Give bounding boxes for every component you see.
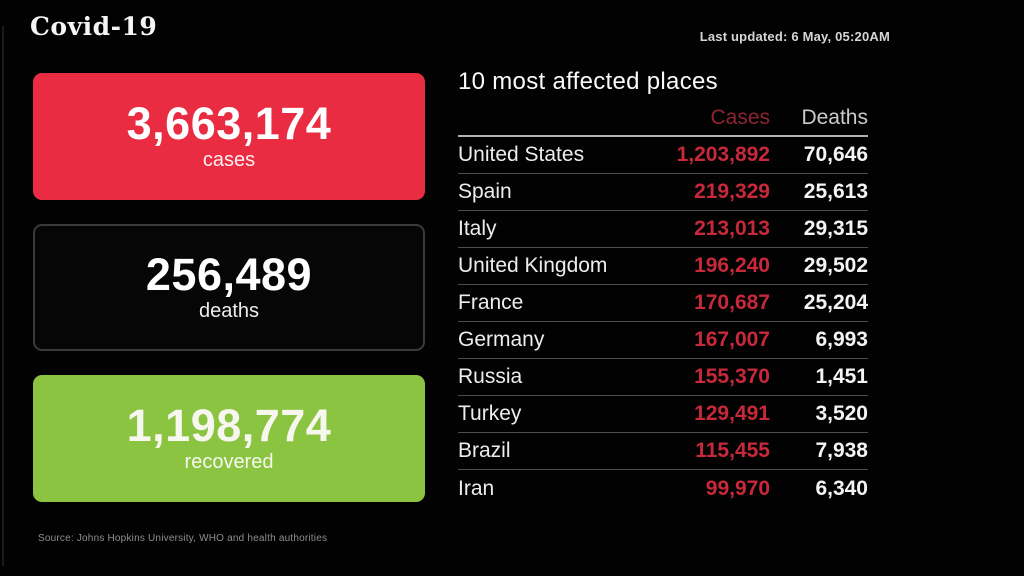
place-name: Iran <box>458 476 495 500</box>
deaths-value: 6,340 <box>815 476 868 500</box>
affected-table-body: United States 1,203,892 70,646 Spain 219… <box>458 137 868 507</box>
place-name: Russia <box>458 365 523 388</box>
table-row: United Kingdom 196,240 29,502 <box>458 248 868 285</box>
table-row: Spain 219,329 25,613 <box>458 174 868 211</box>
cases-summary-card: 3,663,174 cases <box>33 73 425 200</box>
place-name: Italy <box>458 217 497 240</box>
cases-value: 129,491 <box>694 402 770 425</box>
cases-value: 170,687 <box>694 291 770 314</box>
recovered-summary-card: 1,198,774 recovered <box>33 375 425 502</box>
deaths-value: 25,204 <box>803 291 868 314</box>
deaths-value: 29,502 <box>803 254 868 277</box>
table-row: Italy 213,013 29,315 <box>458 211 868 248</box>
deaths-value: 3,520 <box>815 402 868 425</box>
cases-value: 167,007 <box>694 328 770 351</box>
page-title: Covid-19 <box>30 12 158 41</box>
cases-value: 213,013 <box>694 217 770 240</box>
table-row: France 170,687 25,204 <box>458 285 868 322</box>
deaths-value: 7,938 <box>815 439 868 462</box>
column-header-deaths: Deaths <box>801 106 868 129</box>
place-name: United States <box>458 143 585 166</box>
deaths-value: 29,315 <box>803 217 868 240</box>
cases-total-label: cases <box>202 148 256 171</box>
table-header-row: Cases Deaths <box>458 106 868 137</box>
cases-value: 196,240 <box>694 254 770 277</box>
table-row: Turkey 129,491 3,520 <box>458 396 868 433</box>
cases-total-value: 3,663,174 <box>126 98 332 150</box>
place-name: Spain <box>458 180 512 203</box>
cases-value: 1,203,892 <box>676 143 770 166</box>
cases-value: 219,329 <box>694 180 770 203</box>
table-row: Russia 155,370 1,451 <box>458 359 868 396</box>
place-name: Turkey <box>458 402 522 425</box>
cases-value: 155,370 <box>694 365 770 388</box>
table-row: Iran 99,970 6,340 <box>458 470 868 507</box>
table-row: United States 1,203,892 70,646 <box>458 137 868 174</box>
deaths-total-value: 256,489 <box>145 249 313 301</box>
table-row: Brazil 115,455 7,938 <box>458 433 868 470</box>
deaths-value: 70,646 <box>803 143 868 166</box>
summary-cards: 3,663,174 cases 256,489 deaths 1,198,774… <box>33 73 425 526</box>
place-name: Germany <box>458 328 545 351</box>
affected-places-table: 10 most affected places Cases Deaths Uni… <box>458 68 868 507</box>
column-header-cases: Cases <box>710 106 770 129</box>
deaths-value: 1,451 <box>815 365 868 388</box>
place-name: France <box>458 291 524 314</box>
last-updated-timestamp: Last updated: 6 May, 05:20AM <box>699 29 890 44</box>
recovered-total-label: recovered <box>184 450 274 473</box>
deaths-value: 6,993 <box>815 328 868 351</box>
deaths-total-label: deaths <box>198 299 260 322</box>
source-attribution: Source: Johns Hopkins University, WHO an… <box>38 533 328 544</box>
cases-value: 115,455 <box>695 439 770 462</box>
deaths-value: 25,613 <box>803 180 868 203</box>
cases-value: 99,970 <box>705 476 770 500</box>
frame-edge-artifact <box>2 26 4 566</box>
table-row: Germany 167,007 6,993 <box>458 322 868 359</box>
place-name: Brazil <box>458 439 511 462</box>
table-title: 10 most affected places <box>458 68 718 95</box>
recovered-total-value: 1,198,774 <box>126 400 332 452</box>
place-name: United Kingdom <box>458 254 608 277</box>
deaths-summary-card: 256,489 deaths <box>33 224 425 351</box>
